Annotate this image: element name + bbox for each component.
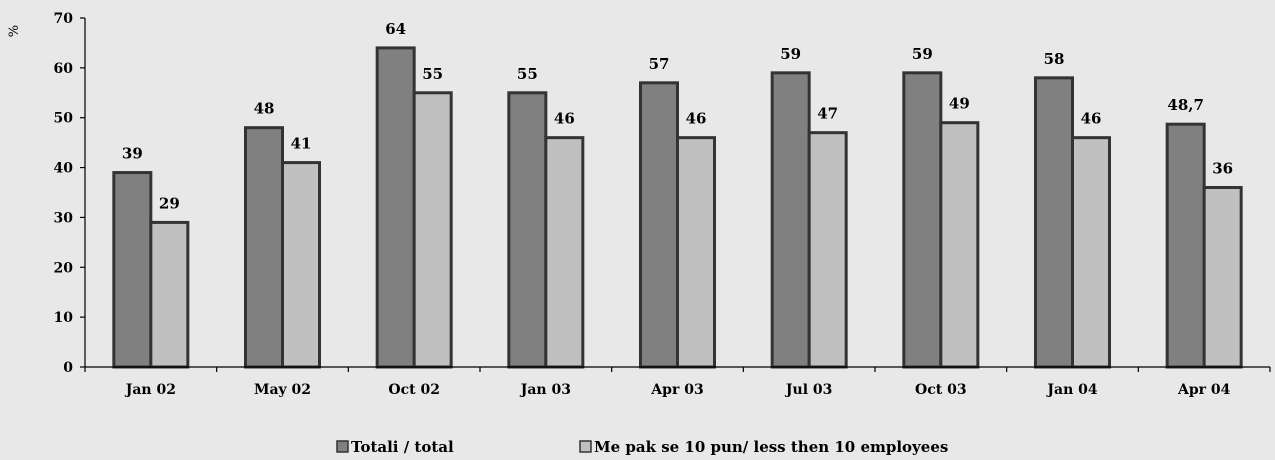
bar [507, 91, 548, 369]
legend-swatch [336, 440, 349, 453]
data-labels: 39 29 48 41 64 55 55 46 57 46 59 47 59 49 58 46 48,7 36 [122, 20, 1233, 213]
y-tick-label: 0 [63, 360, 73, 376]
data-label: 46 [1081, 110, 1102, 128]
x-tick-label: Jul 03 [784, 382, 832, 398]
legend: Totali / total Me pak se 10 pun/ less the… [336, 438, 948, 456]
y-axis-ticks: 0 10 20 30 40 50 60 70 [54, 11, 85, 376]
data-label: 58 [1044, 50, 1065, 68]
bar [375, 46, 416, 369]
bar [902, 71, 943, 369]
bar [770, 71, 811, 369]
data-label: 48 [254, 100, 275, 118]
y-tick-label: 70 [54, 11, 74, 27]
data-label: 47 [817, 105, 838, 123]
y-tick-label: 40 [54, 161, 74, 177]
x-tick-label: Apr 03 [650, 382, 703, 398]
x-tick-label: Oct 02 [388, 382, 440, 398]
x-axis-labels: Jan 02 May 02 Oct 02 Jan 03 Apr 03 Jul 03 Oct … [84, 367, 1271, 398]
bar [1034, 76, 1074, 369]
legend-label: Me pak se 10 pun/ less then 10 employees [594, 438, 948, 456]
bars [112, 46, 1243, 369]
data-label: 48,7 [1167, 96, 1204, 114]
x-tick-label: May 02 [254, 382, 311, 398]
y-tick-label: 60 [54, 61, 74, 77]
data-label: 59 [912, 45, 933, 63]
legend-label: Totali / total [351, 438, 454, 456]
bar [112, 171, 153, 369]
x-tick-label: Jan 03 [519, 382, 571, 398]
bar [807, 131, 848, 369]
data-label: 46 [686, 110, 707, 128]
data-label: 49 [949, 95, 970, 113]
bar [281, 161, 321, 369]
data-label: 41 [291, 135, 312, 153]
data-label: 59 [780, 45, 801, 63]
y-tick-label: 50 [54, 111, 74, 127]
bar [639, 81, 679, 369]
data-label: 29 [159, 194, 180, 212]
y-axis-unit-label: % [7, 25, 22, 37]
bar [244, 126, 284, 369]
bar [1165, 122, 1206, 369]
data-label: 57 [649, 55, 670, 73]
bar [939, 121, 980, 369]
data-label: 46 [554, 110, 575, 128]
y-tick-label: 30 [54, 210, 74, 226]
x-tick-label: Jan 04 [1045, 382, 1097, 398]
y-tick-label: 10 [54, 310, 74, 326]
data-label: 39 [122, 145, 143, 163]
data-label: 36 [1212, 160, 1233, 178]
data-label: 64 [385, 20, 406, 38]
bar [149, 220, 190, 369]
legend-swatch [579, 440, 592, 453]
bar [544, 136, 585, 369]
bar [676, 136, 716, 369]
data-label: 55 [517, 65, 538, 83]
bar [1071, 136, 1111, 369]
x-tick-label: Jan 02 [124, 382, 176, 398]
bar [1202, 186, 1243, 369]
y-tick-label: 20 [54, 260, 74, 276]
data-label: 55 [422, 65, 443, 83]
x-tick-label: Oct 03 [915, 382, 967, 398]
bar [412, 91, 453, 369]
x-tick-label: Apr 04 [1177, 382, 1231, 398]
